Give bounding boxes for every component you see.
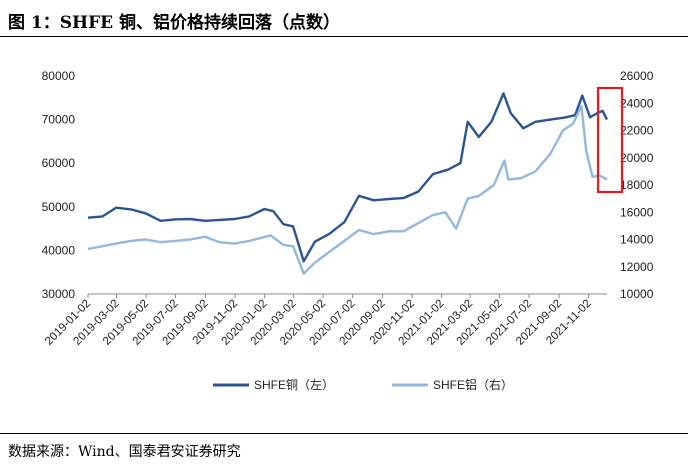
plot-area: [87, 86, 624, 275]
series-line-aluminum: [87, 104, 608, 275]
left-tick-label: 40000: [42, 243, 76, 257]
right-tick-label: 26000: [620, 69, 654, 83]
left-tick-label: 30000: [42, 287, 76, 301]
legend: SHFE铜（左） SHFE铝（右）: [213, 377, 513, 392]
legend-label: SHFE铝（右）: [433, 377, 513, 392]
right-tick-label: 10000: [620, 287, 654, 301]
left-tick-label: 70000: [42, 113, 76, 127]
source-rule: [0, 433, 688, 434]
highlight-box: [596, 86, 624, 194]
left-tick-label: 60000: [42, 156, 76, 170]
right-tick-label: 18000: [620, 178, 654, 192]
right-tick-label: 22000: [620, 124, 654, 138]
figure-title: 图 1：SHFE 铜、铝价格持续回落（点数）: [8, 13, 341, 33]
legend-label: SHFE铜（左）: [254, 377, 334, 392]
line-chart: 30000 40000 50000 60000 70000 80000 10000 1200…: [42, 69, 654, 392]
title-rule: [0, 36, 688, 37]
series-line-copper: [87, 92, 609, 263]
right-tick-label: 24000: [620, 96, 654, 110]
right-y-axis: 10000 12000 14000 16000 18000 20000 22000 24000…: [620, 69, 654, 301]
right-tick-label: 16000: [620, 205, 654, 219]
right-tick-label: 12000: [620, 260, 654, 274]
right-tick-label: 20000: [620, 151, 654, 165]
source-note: 数据来源：Wind、国泰君安证券研究: [8, 444, 241, 460]
x-axis: 2019-01-022019-03-022019-05-022019-07-02…: [43, 293, 607, 348]
left-y-axis: 30000 40000 50000 60000 70000 80000: [42, 69, 76, 301]
left-tick-label: 80000: [42, 69, 76, 83]
left-tick-label: 50000: [42, 200, 76, 214]
right-tick-label: 14000: [620, 233, 654, 247]
